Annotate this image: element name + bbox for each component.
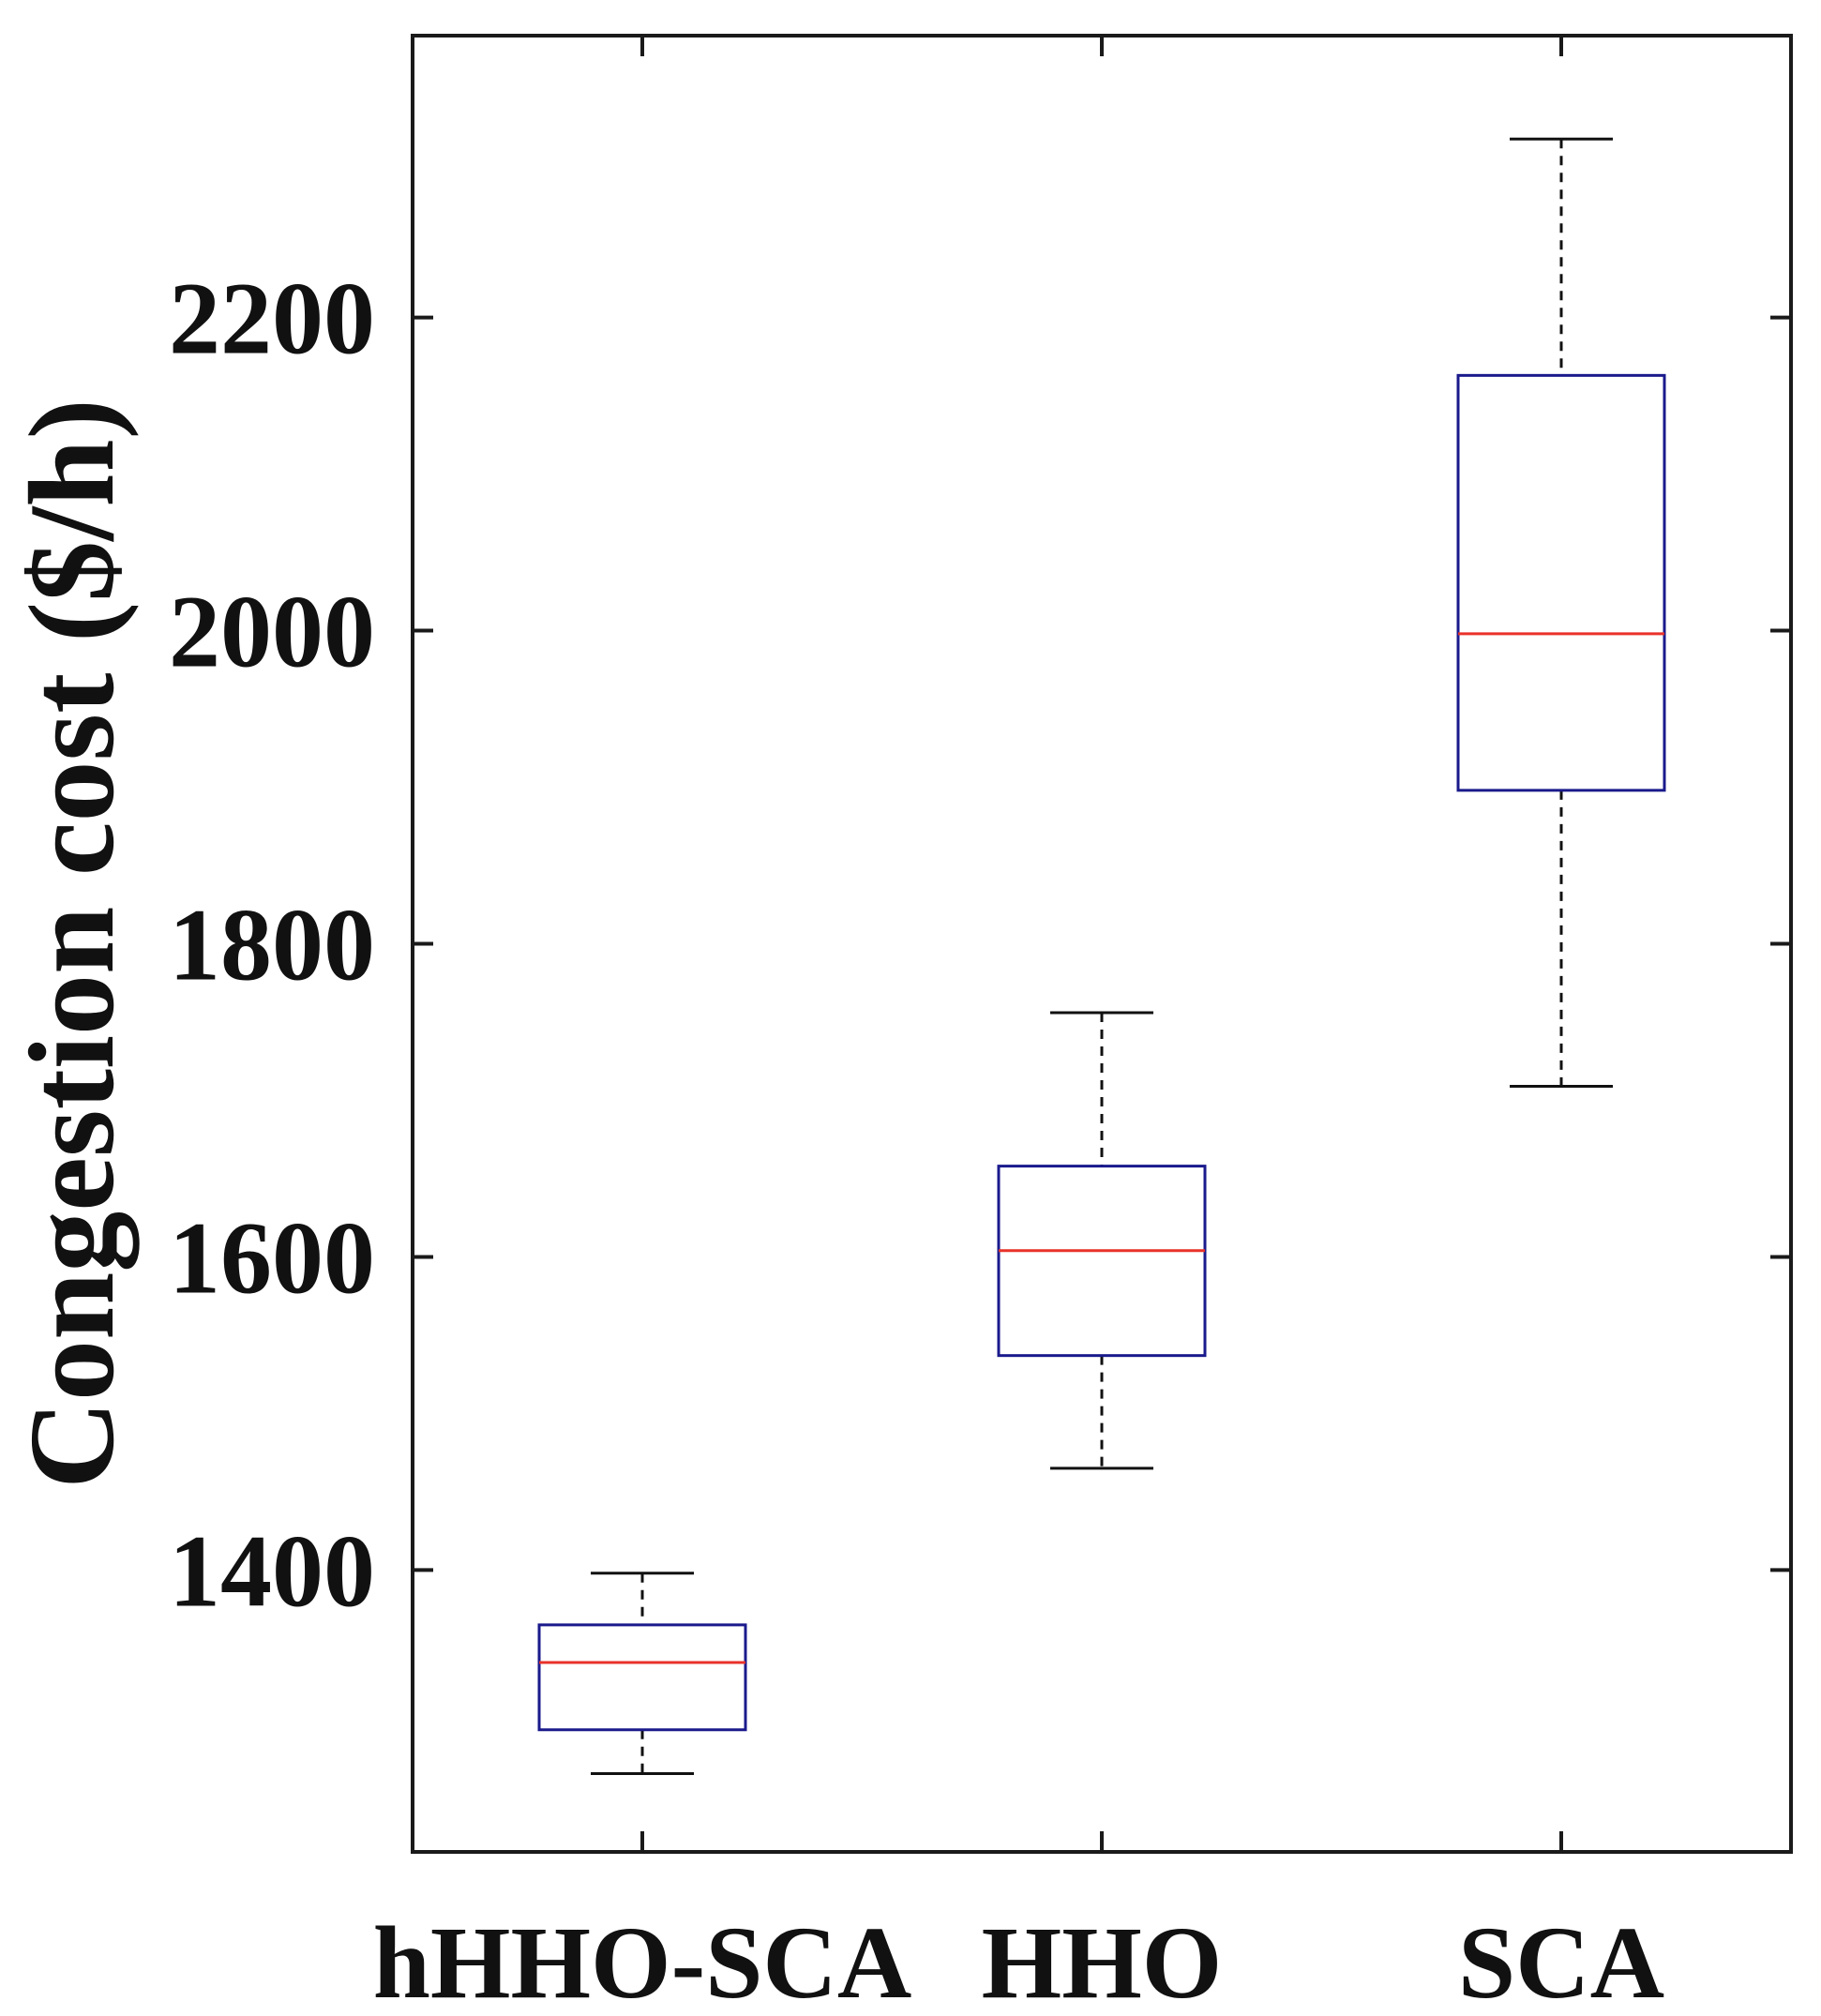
x-category-label: SCA: [1458, 1905, 1664, 2016]
box-sca: [1456, 137, 1666, 1088]
box-hhho-sca: [537, 1572, 747, 1776]
y-tick-label: 1800: [169, 888, 375, 1002]
iqr-box: [537, 1623, 747, 1732]
y-tick-label: 1600: [169, 1200, 375, 1315]
x-category-label: HHO: [982, 1905, 1223, 2016]
y-tick-label: 1400: [169, 1513, 375, 1628]
y-tick-label: 2000: [169, 575, 375, 689]
x-category-label: hHHO-SCA: [373, 1905, 912, 2016]
box-hho: [997, 1011, 1207, 1470]
plot-frame: [411, 34, 1793, 1854]
y-tick-label: 2200: [169, 262, 375, 376]
iqr-box: [1456, 373, 1666, 792]
y-axis-title: Congestion cost ($/h): [5, 399, 140, 1489]
iqr-box: [997, 1165, 1207, 1358]
